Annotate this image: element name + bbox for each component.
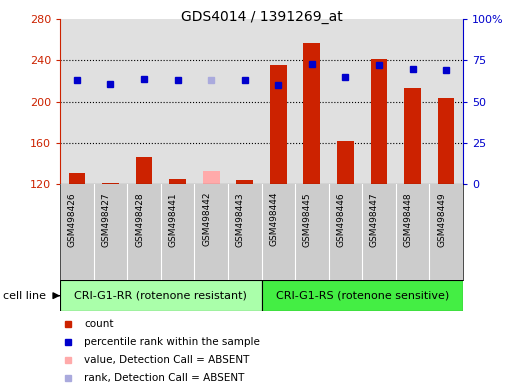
Text: CRI-G1-RS (rotenone sensitive): CRI-G1-RS (rotenone sensitive) [276,291,449,301]
Bar [169,179,186,184]
Text: GSM498444: GSM498444 [269,192,278,247]
Text: GSM498446: GSM498446 [336,192,345,247]
Bar [270,65,287,184]
Text: GSM498428: GSM498428 [135,192,144,247]
Text: GSM498442: GSM498442 [202,192,211,247]
Text: GSM498447: GSM498447 [370,192,379,247]
Text: GSM498445: GSM498445 [303,192,312,247]
Bar [438,98,454,184]
Bar [69,173,85,184]
Text: CRI-G1-RR (rotenone resistant): CRI-G1-RR (rotenone resistant) [74,291,247,301]
Bar [337,141,354,184]
Text: GSM498448: GSM498448 [404,192,413,247]
Bar [135,157,152,184]
Bar [404,88,421,184]
Text: count: count [84,319,114,329]
Bar [60,280,262,311]
Text: GDS4014 / 1391269_at: GDS4014 / 1391269_at [180,10,343,23]
Text: GSM498443: GSM498443 [236,192,245,247]
Bar [262,280,463,311]
Text: GSM498441: GSM498441 [168,192,178,247]
Bar [303,43,320,184]
Text: GSM498427: GSM498427 [101,192,110,247]
Text: rank, Detection Call = ABSENT: rank, Detection Call = ABSENT [84,373,245,383]
Text: GSM498426: GSM498426 [68,192,77,247]
Text: value, Detection Call = ABSENT: value, Detection Call = ABSENT [84,355,249,365]
Bar [102,183,119,184]
Text: cell line: cell line [3,291,46,301]
Text: GSM498449: GSM498449 [437,192,446,247]
Bar [236,180,253,184]
Text: percentile rank within the sample: percentile rank within the sample [84,337,260,347]
Bar [371,60,388,184]
Bar [203,171,220,184]
